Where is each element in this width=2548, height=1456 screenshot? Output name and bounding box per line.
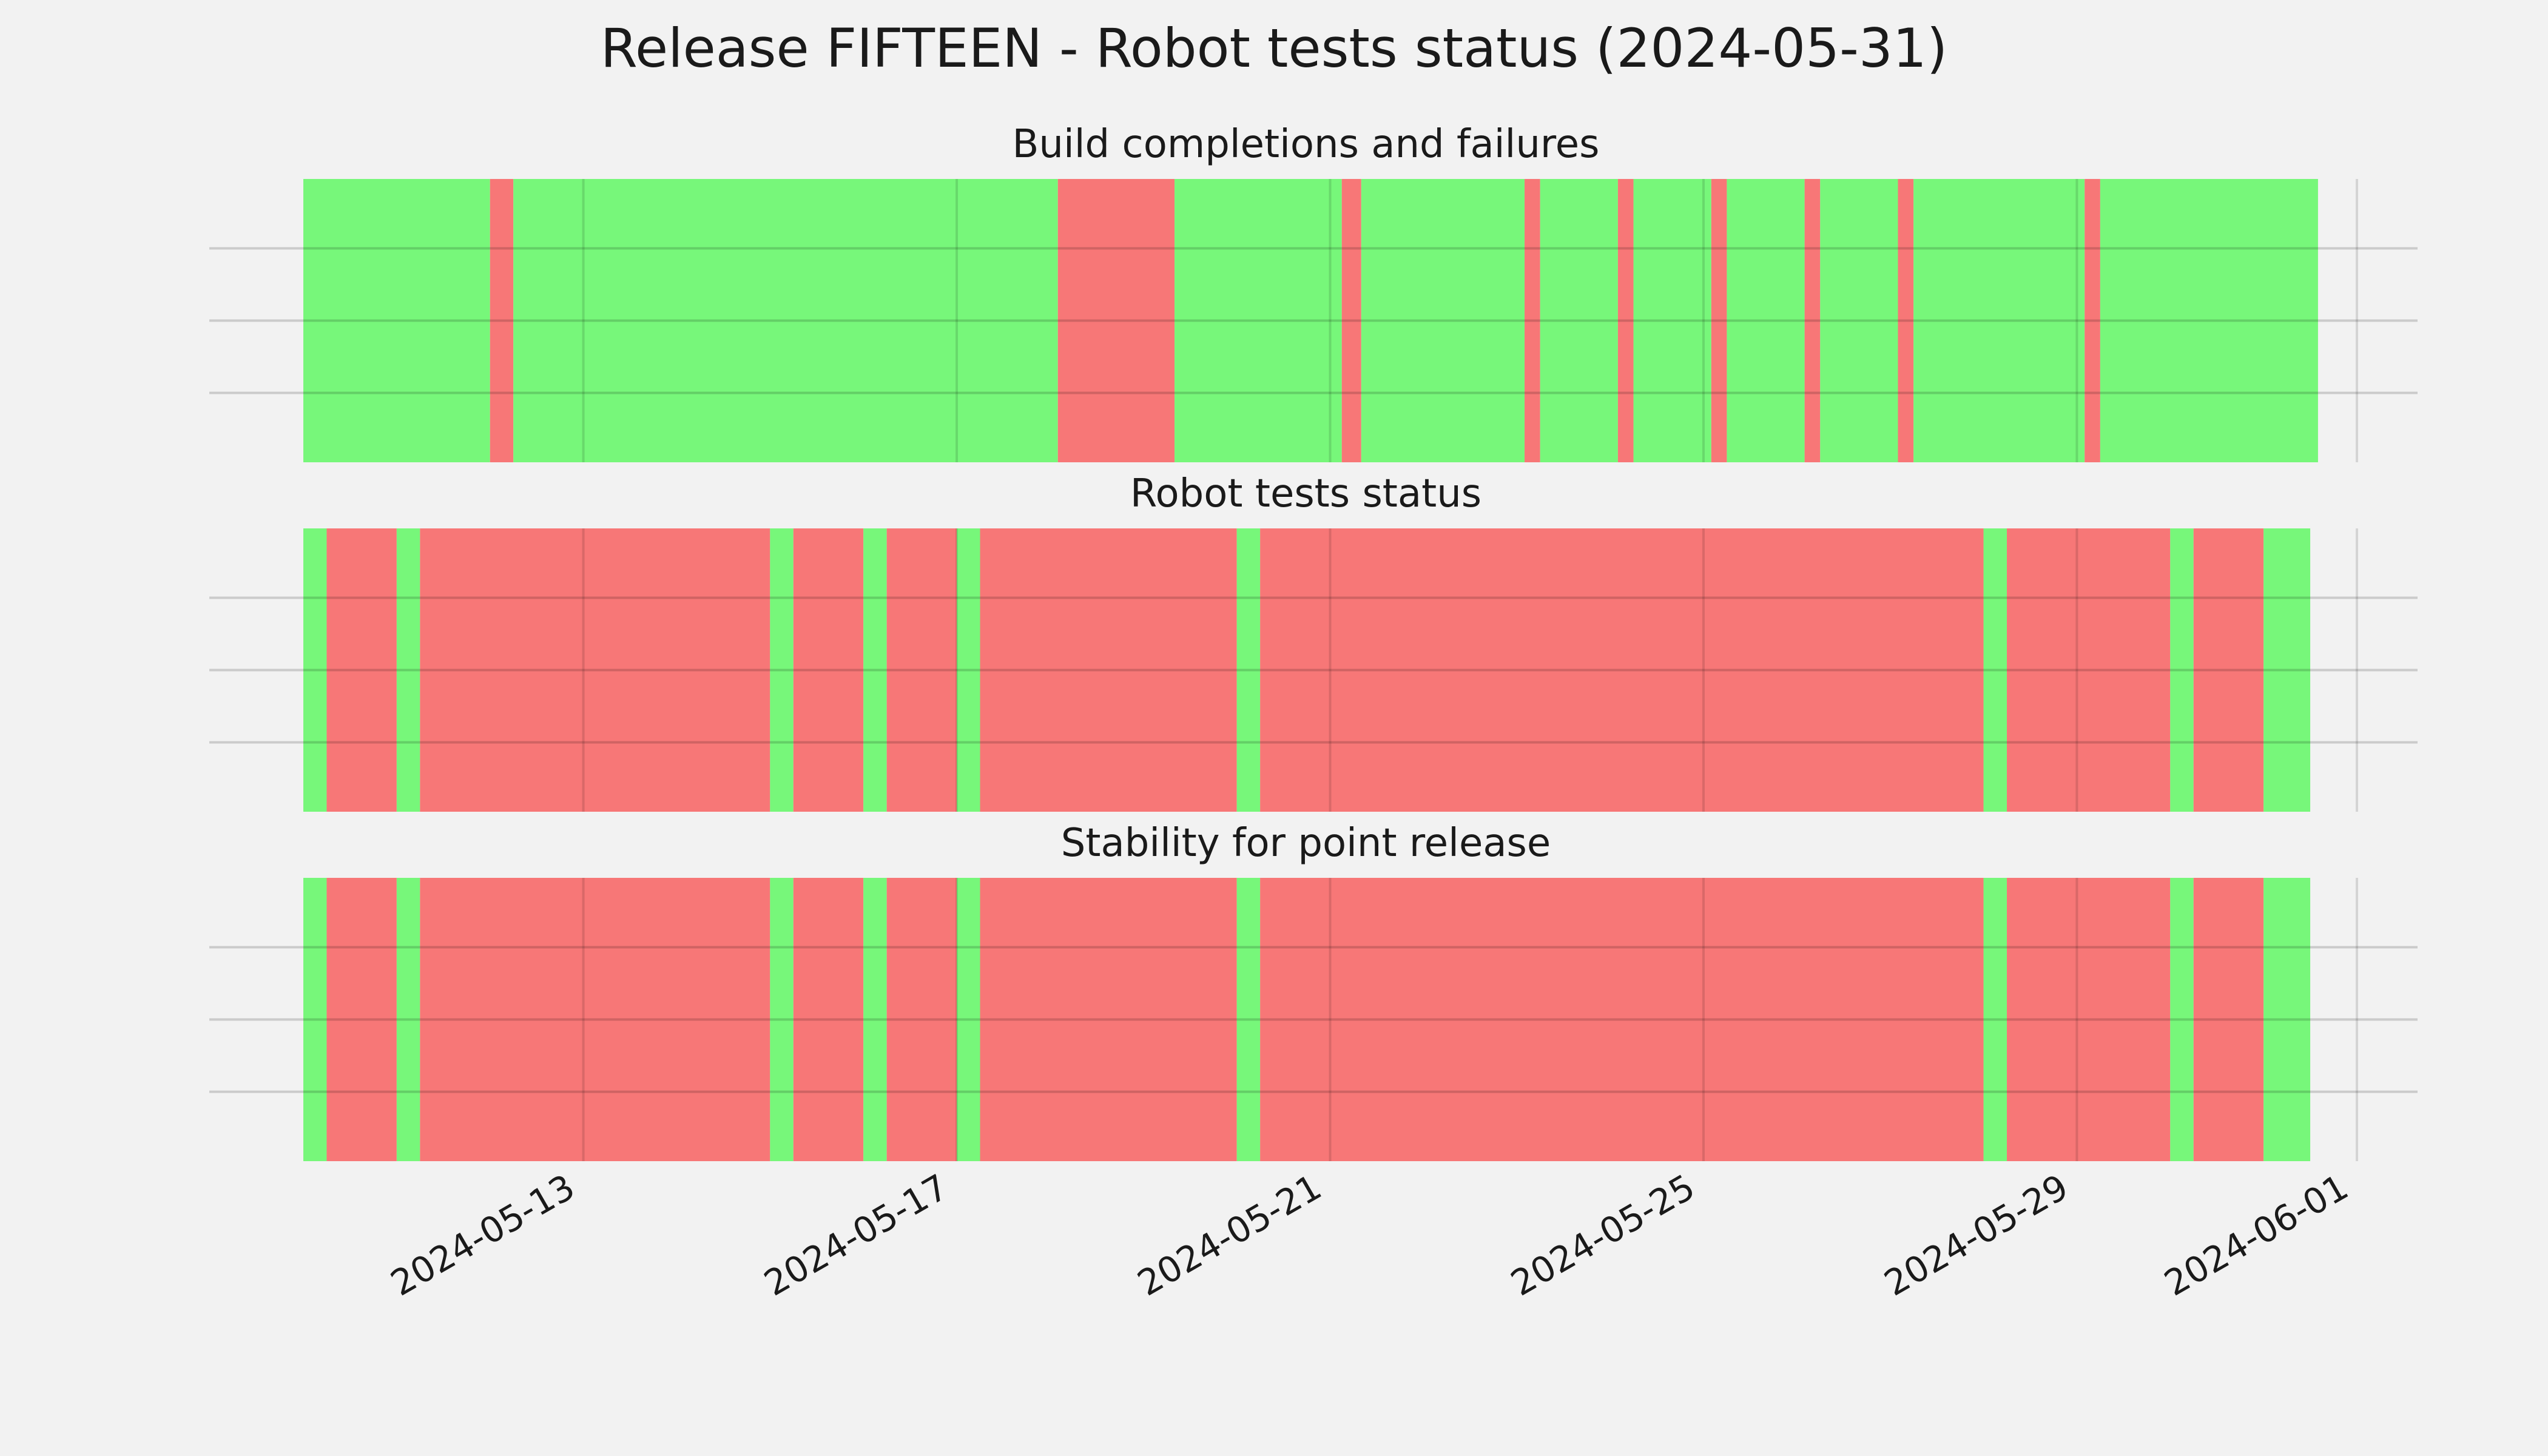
status-segment-fail: [1260, 878, 1984, 1161]
status-segment-pass: [863, 528, 887, 812]
status-segment-pass: [1633, 179, 1711, 462]
status-segment-fail: [420, 528, 770, 812]
status-segment-fail: [326, 878, 397, 1161]
status-segment-pass: [1540, 179, 1618, 462]
status-segment-pass: [2170, 878, 2194, 1161]
status-segment-fail: [1898, 179, 1914, 462]
status-segment-fail: [886, 528, 957, 812]
status-segment-pass: [1361, 179, 1525, 462]
panel-title: Build completions and failures: [1013, 122, 1600, 167]
status-segment-pass: [1913, 179, 2085, 462]
panel-title: Robot tests status: [1130, 471, 1481, 516]
status-segment-pass: [1175, 179, 1342, 462]
panel-1: Build completions and failures: [209, 122, 2418, 462]
status-segment-fail: [1057, 179, 1175, 462]
status-segment-pass: [1727, 179, 1805, 462]
figure-title: Release FIFTEEN - Robot tests status (20…: [601, 17, 1947, 79]
status-segment-fail: [793, 528, 864, 812]
status-segment-fail: [1711, 179, 1727, 462]
status-segment-fail: [2007, 528, 2171, 812]
panel-2: Robot tests status: [209, 471, 2418, 812]
status-segment-pass: [957, 878, 980, 1161]
status-segment-pass: [396, 528, 420, 812]
status-segment-fail: [490, 179, 514, 462]
status-segment-pass: [1983, 878, 2007, 1161]
status-segment-pass: [770, 528, 794, 812]
status-segment-pass: [770, 878, 794, 1161]
status-segment-pass: [1236, 878, 1261, 1161]
panel-3: Stability for point release: [209, 821, 2418, 1161]
status-segment-pass: [1236, 528, 1261, 812]
status-segment-pass: [2100, 179, 2318, 462]
status-segment-pass: [863, 878, 887, 1161]
panel-title: Stability for point release: [1061, 821, 1551, 866]
status-segment-pass: [303, 878, 327, 1161]
status-segment-fail: [326, 528, 397, 812]
status-segment-pass: [303, 179, 490, 462]
status-segment-fail: [2193, 528, 2264, 812]
status-segment-fail: [1341, 179, 1361, 462]
status-segment-pass: [957, 528, 980, 812]
status-segment-fail: [2193, 878, 2264, 1161]
timeline-panels: Build completions and failures Robot test…: [209, 122, 2418, 1304]
status-segment-fail: [793, 878, 864, 1161]
status-segment-pass: [2263, 878, 2311, 1161]
status-segment-pass: [2170, 528, 2194, 812]
status-segment-fail: [1804, 179, 1821, 462]
status-segment-fail: [2085, 179, 2100, 462]
status-segment-fail: [980, 528, 1237, 812]
status-segment-fail: [2007, 878, 2171, 1161]
status-segment-fail: [420, 878, 770, 1161]
status-segment-fail: [886, 878, 957, 1161]
status-segment-pass: [2263, 528, 2311, 812]
status-segment-pass: [1983, 528, 2007, 812]
status-segment-pass: [1820, 179, 1898, 462]
status-segment-pass: [513, 179, 1058, 462]
status-segment-pass: [303, 528, 327, 812]
status-segment-fail: [1260, 528, 1984, 812]
status-segment-fail: [980, 878, 1237, 1161]
status-segment-pass: [396, 878, 420, 1161]
status-segment-fail: [1525, 179, 1540, 462]
status-segment-fail: [1617, 179, 1634, 462]
